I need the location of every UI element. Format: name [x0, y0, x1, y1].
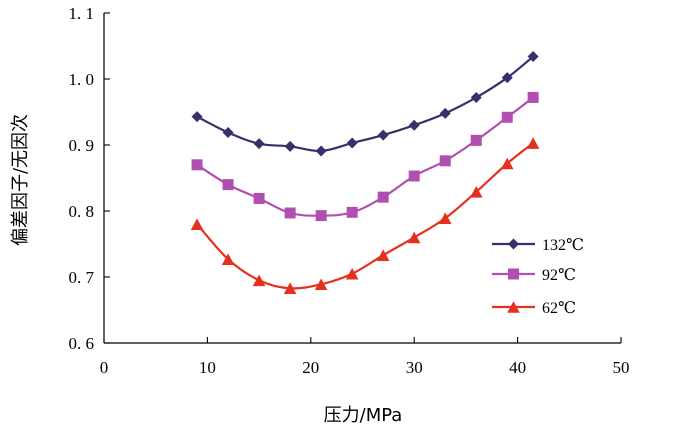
series-2-data-point — [439, 155, 451, 167]
series-2-data-point — [284, 207, 296, 219]
series-2-data-point — [408, 170, 420, 182]
y-tick-label: 0. 7 — [69, 268, 95, 287]
series-3-data-point — [469, 186, 483, 198]
series-line-3 — [195, 141, 535, 290]
series-1-data-point — [315, 145, 327, 157]
series-3-data-point — [252, 274, 266, 287]
series-3-data-point — [283, 282, 297, 295]
series-1-data-point — [284, 140, 296, 152]
x-tick-label: 40 — [509, 358, 526, 377]
series-2-data-point — [253, 192, 265, 204]
series-3-data-point — [407, 231, 421, 244]
y-tick-label: 0. 6 — [69, 334, 95, 353]
legend-label-1: 132℃ — [542, 237, 584, 254]
series-3-data-point — [221, 253, 235, 265]
series-1-data-point — [439, 107, 451, 119]
series-1-data-point — [527, 51, 539, 63]
series-3-data-point — [190, 218, 204, 230]
legend-marker-1 — [508, 238, 519, 250]
y-tick-label: 0. 8 — [69, 202, 95, 221]
series-3-data-point — [345, 267, 359, 280]
x-axis-title: 压力/MPa — [324, 405, 403, 426]
y-tick-label: 1. 0 — [69, 70, 95, 89]
series-1-data-point — [501, 72, 513, 84]
x-tick-label: 50 — [613, 358, 630, 377]
series-2-data-point — [377, 191, 389, 203]
x-tick-label: 30 — [406, 358, 423, 377]
y-axis-title: 偏差因子/无因次 — [10, 114, 31, 246]
series-3-data-point — [500, 157, 514, 170]
series-3-data-point — [526, 137, 540, 149]
series-2-data-point — [222, 179, 234, 191]
series-1-data-point — [408, 119, 420, 131]
series-2-data-point — [470, 134, 482, 146]
legend-label-2: 92℃ — [542, 267, 576, 284]
series-line-2 — [195, 96, 535, 217]
series-3-data-point — [376, 249, 390, 262]
series-1-data-point — [191, 111, 203, 123]
legend-marker-3 — [507, 301, 520, 313]
x-tick-label: 10 — [199, 358, 216, 377]
y-tick-label: 0. 9 — [69, 136, 95, 155]
x-tick-label: 20 — [302, 358, 319, 377]
series-2-data-point — [191, 159, 203, 171]
series-1-data-point — [346, 137, 358, 149]
series-1-data-point — [470, 91, 482, 103]
legend-marker-2 — [508, 268, 519, 280]
plot-layer: 0. 6 0. 7 0. 8 0. 9 1. 0 1. 1 0 10 20 30 40 50 132℃ 9… — [69, 4, 630, 377]
series-2-data-point — [501, 111, 513, 123]
series-2-data-point — [346, 206, 358, 218]
series-3-data-point — [438, 212, 452, 225]
legend-label-3: 62℃ — [542, 300, 576, 317]
series-1-data-point — [222, 126, 234, 138]
series-2-data-point — [527, 91, 539, 103]
y-tick-label: 1. 1 — [69, 4, 95, 23]
series-3-data-point — [314, 278, 328, 291]
series-2-data-point — [315, 210, 327, 222]
series-1-data-point — [377, 129, 389, 141]
x-tick-label: 0 — [100, 358, 109, 377]
series-1-data-point — [253, 138, 265, 150]
